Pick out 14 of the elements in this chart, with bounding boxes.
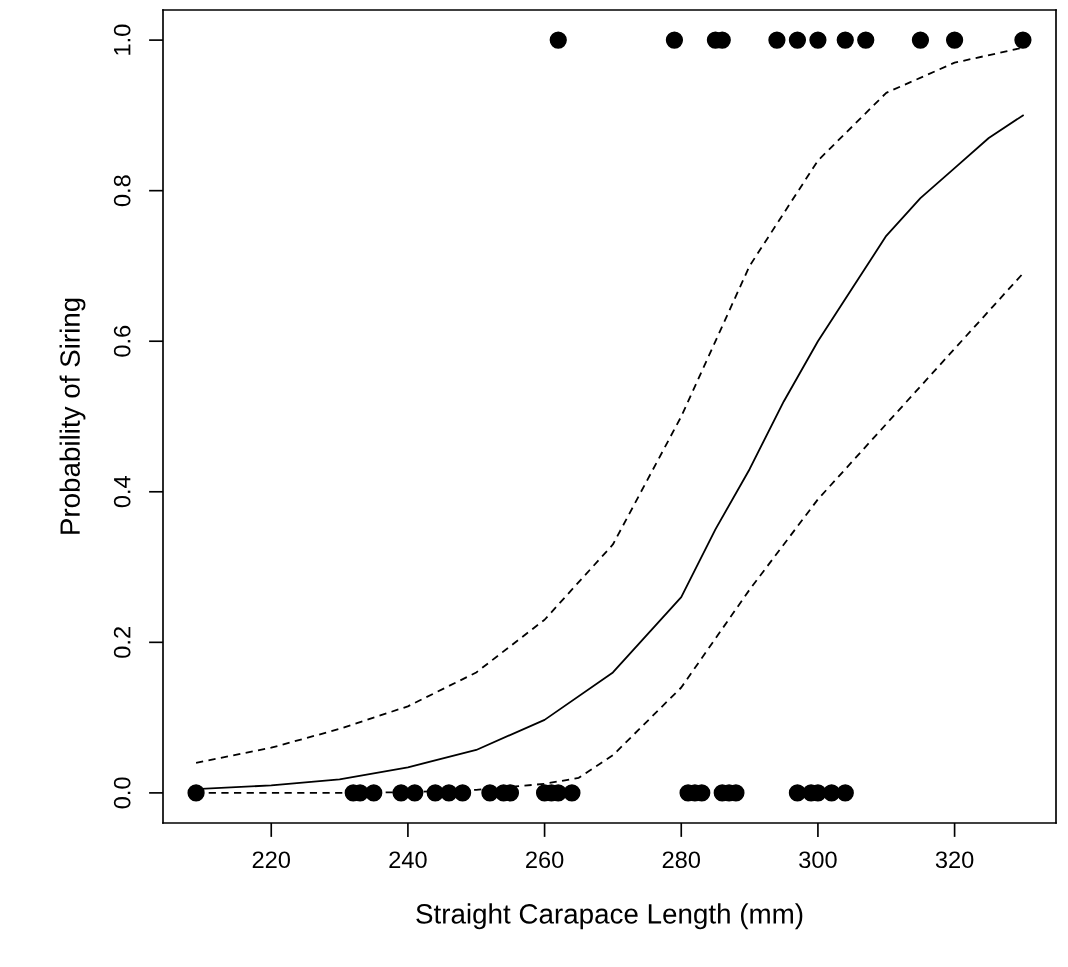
y-tick-label: 0.6 [113, 325, 131, 357]
y-tick-label: 0.2 [113, 627, 131, 658]
x-tick-label: 320 [935, 851, 974, 869]
x-tick-label: 260 [526, 851, 564, 869]
y-tick-label: 0.8 [113, 175, 131, 207]
x-tick-label: 280 [662, 851, 701, 869]
x-tick-label: 300 [799, 851, 837, 869]
x-tick-label: 240 [389, 851, 427, 869]
x-tick-label: 220 [252, 851, 291, 869]
y-tick-label: 0.4 [113, 476, 131, 508]
y-tick-label: 1.0 [113, 24, 131, 55]
y-axis-title: Probability of Siring [59, 298, 86, 534]
x-axis-title: Straight Carapace Length (mm) [416, 903, 803, 930]
y-tick-label: 0.0 [113, 777, 131, 809]
